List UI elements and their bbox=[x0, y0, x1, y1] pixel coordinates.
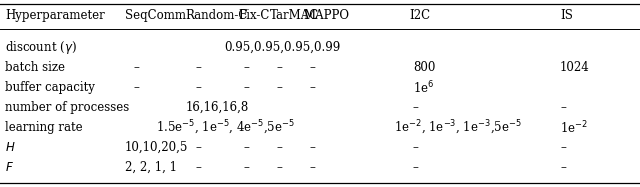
Text: 0.95,0.95,0.95,0.99: 0.95,0.95,0.95,0.99 bbox=[224, 41, 340, 54]
Text: –: – bbox=[310, 141, 316, 154]
Text: –: – bbox=[276, 61, 282, 74]
Text: –: – bbox=[195, 61, 201, 74]
Text: buffer capacity: buffer capacity bbox=[5, 81, 95, 94]
Text: Hyperparameter: Hyperparameter bbox=[5, 9, 105, 22]
Text: –: – bbox=[276, 161, 282, 174]
Text: $H$: $H$ bbox=[5, 141, 15, 154]
Text: –: – bbox=[413, 161, 419, 174]
Text: 1.5e$^{-5}$, 1e$^{-5}$, 4e$^{-5}$,5e$^{-5}$: 1.5e$^{-5}$, 1e$^{-5}$, 4e$^{-5}$,5e$^{-… bbox=[156, 119, 295, 137]
Text: –: – bbox=[560, 101, 566, 114]
Text: 1e$^6$: 1e$^6$ bbox=[413, 79, 434, 96]
Text: 1e$^{-2}$, 1e$^{-3}$, 1e$^{-3}$,5e$^{-5}$: 1e$^{-2}$, 1e$^{-3}$, 1e$^{-3}$,5e$^{-5}… bbox=[394, 119, 522, 137]
Text: –: – bbox=[413, 101, 419, 114]
Text: $F$: $F$ bbox=[5, 161, 14, 174]
Text: –: – bbox=[276, 141, 282, 154]
Text: –: – bbox=[195, 141, 201, 154]
Text: 2, 2, 1, 1: 2, 2, 1, 1 bbox=[125, 161, 177, 174]
Text: –: – bbox=[413, 141, 419, 154]
Text: Fix-C: Fix-C bbox=[239, 9, 270, 22]
Text: learning rate: learning rate bbox=[5, 121, 83, 134]
Text: 1024: 1024 bbox=[560, 61, 589, 74]
Text: –: – bbox=[244, 161, 250, 174]
Text: –: – bbox=[244, 81, 250, 94]
Text: SeqComm: SeqComm bbox=[125, 9, 186, 22]
Text: IS: IS bbox=[560, 9, 573, 22]
Text: –: – bbox=[560, 141, 566, 154]
Text: number of processes: number of processes bbox=[5, 101, 129, 114]
Text: –: – bbox=[244, 141, 250, 154]
Text: –: – bbox=[276, 81, 282, 94]
Text: 800: 800 bbox=[413, 61, 435, 74]
Text: 16,16,16,8: 16,16,16,8 bbox=[186, 101, 249, 114]
Text: –: – bbox=[560, 161, 566, 174]
Text: –: – bbox=[133, 81, 139, 94]
Text: –: – bbox=[244, 61, 250, 74]
Text: batch size: batch size bbox=[5, 61, 65, 74]
Text: 1e$^{-2}$: 1e$^{-2}$ bbox=[560, 119, 588, 136]
Text: –: – bbox=[310, 61, 316, 74]
Text: 10,10,20,5: 10,10,20,5 bbox=[125, 141, 188, 154]
Text: TarMAC: TarMAC bbox=[270, 9, 319, 22]
Text: –: – bbox=[133, 61, 139, 74]
Text: –: – bbox=[195, 161, 201, 174]
Text: MAPPO: MAPPO bbox=[303, 9, 349, 22]
Text: discount ($\gamma$): discount ($\gamma$) bbox=[5, 39, 77, 56]
Text: Random-C: Random-C bbox=[186, 9, 248, 22]
Text: –: – bbox=[310, 161, 316, 174]
Text: –: – bbox=[195, 81, 201, 94]
Text: I2C: I2C bbox=[410, 9, 431, 22]
Text: –: – bbox=[310, 81, 316, 94]
